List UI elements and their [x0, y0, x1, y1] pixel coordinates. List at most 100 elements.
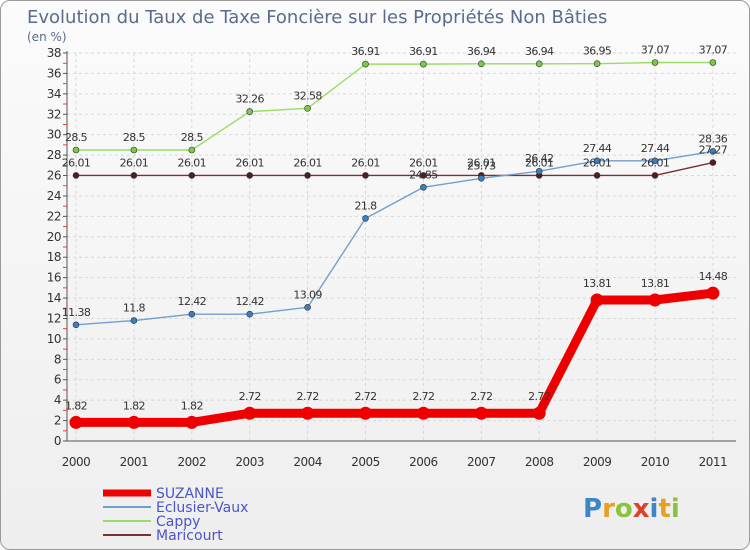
data-label: 27.44 — [583, 142, 612, 155]
data-label: 12.42 — [178, 295, 207, 308]
data-point — [535, 167, 543, 175]
y-tick-label: 12 — [47, 311, 61, 325]
y-tick-label: 8 — [54, 352, 61, 366]
y-tick-label: 6 — [54, 373, 61, 387]
data-label: 37.07 — [641, 43, 670, 56]
legend-label: Maricourt — [156, 528, 223, 544]
data-point — [420, 183, 427, 191]
data-point — [651, 59, 659, 66]
data-label: 26.01 — [120, 156, 149, 169]
data-label: 1.82 — [123, 399, 145, 412]
y-tick-label: 16 — [47, 271, 61, 285]
y-tick-label: 4 — [54, 393, 61, 407]
x-tick-label: 2007 — [467, 455, 496, 469]
data-labels: 1.82 1.82 1.82 2.72 2.72 2.72 2.72 2.72 2.72 13.8… — [62, 43, 729, 412]
data-point — [706, 286, 720, 300]
data-point — [709, 148, 717, 155]
data-label: 2.72 — [354, 390, 376, 403]
data-point — [709, 59, 717, 66]
data-label: 26.42 — [525, 152, 554, 165]
logo-letter: o — [615, 494, 633, 524]
data-label: 32.26 — [235, 93, 264, 106]
x-tick-label: 2006 — [409, 455, 438, 469]
data-label: 21.8 — [354, 199, 377, 212]
x-tick-label: 2010 — [641, 455, 670, 469]
data-point — [362, 172, 369, 179]
data-label: 28.36 — [699, 132, 728, 145]
series-line-eclusier-vaux — [75, 150, 714, 326]
data-label: 36.94 — [525, 45, 554, 58]
y-tick-label: 32 — [47, 107, 61, 121]
logo-letter: t — [658, 494, 670, 524]
data-label: 13.09 — [293, 288, 322, 301]
data-point — [593, 60, 601, 68]
data-label: 28.5 — [123, 131, 146, 144]
data-point — [304, 304, 311, 311]
y-tick-label: 36 — [47, 66, 61, 80]
y-tick-label: 2 — [54, 414, 61, 428]
y-tick-label: 34 — [47, 87, 61, 101]
chart-subtitle: (en %) — [27, 30, 67, 44]
proxiti-logo: Proxiti — [583, 494, 680, 524]
y-tick-label: 10 — [47, 332, 61, 346]
data-point — [188, 310, 196, 318]
series-suzanne — [69, 286, 720, 429]
data-label: 27.44 — [641, 142, 670, 155]
data-point — [301, 406, 315, 420]
data-label: 37.07 — [699, 43, 728, 56]
data-point — [72, 146, 80, 154]
legend-label: SUZANNE — [156, 486, 224, 502]
y-tick-label: 28 — [47, 148, 61, 162]
data-point — [648, 293, 662, 307]
data-point — [593, 157, 601, 165]
x-tick-label: 2009 — [583, 455, 612, 469]
data-label: 12.42 — [235, 295, 264, 308]
data-label: 26.01 — [467, 156, 496, 169]
data-point — [246, 310, 253, 318]
series-cappy — [72, 59, 717, 154]
data-label: 25.73 — [467, 159, 496, 172]
data-label: 28.5 — [181, 131, 204, 144]
x-tick-label: 2001 — [120, 455, 149, 469]
data-point — [130, 172, 138, 179]
chart-title: Evolution du Taux de Taxe Foncière sur l… — [27, 7, 607, 28]
x-tick-label: 2008 — [525, 455, 554, 469]
data-point — [243, 406, 257, 420]
data-label: 36.91 — [409, 45, 438, 58]
series-maricourt — [72, 159, 717, 179]
data-label: 26.01 — [235, 156, 264, 169]
data-point — [362, 60, 369, 68]
data-label: 26.01 — [641, 156, 670, 169]
data-point — [593, 172, 601, 179]
data-label: 26.01 — [62, 156, 91, 169]
data-label: 1.82 — [65, 399, 87, 412]
x-tick-label: 2004 — [293, 455, 322, 469]
series-line-maricourt — [75, 161, 714, 177]
y-tick-label: 0 — [54, 434, 61, 448]
data-point — [130, 317, 138, 324]
x-tick-label: 2000 — [62, 455, 91, 469]
series-group — [69, 59, 720, 429]
data-label: 26.01 — [178, 156, 207, 169]
data-point — [651, 157, 659, 165]
y-tick-label: 14 — [47, 291, 61, 305]
data-point — [532, 406, 546, 420]
data-point — [359, 406, 372, 420]
data-point — [477, 174, 485, 182]
data-point — [590, 293, 604, 307]
series-line-cappy — [75, 61, 714, 151]
x-tick-label: 2011 — [699, 455, 728, 469]
y-tick-label: 18 — [47, 250, 61, 264]
data-point — [535, 60, 543, 68]
data-label: 2.72 — [239, 390, 261, 403]
data-label: 36.94 — [467, 45, 496, 58]
grid — [67, 52, 736, 442]
data-label: 26.01 — [525, 156, 554, 169]
data-point — [188, 172, 196, 179]
data-label: 11.8 — [123, 302, 146, 315]
series-eclusier-vaux — [72, 148, 717, 329]
data-point — [130, 146, 138, 154]
data-point — [709, 159, 717, 166]
